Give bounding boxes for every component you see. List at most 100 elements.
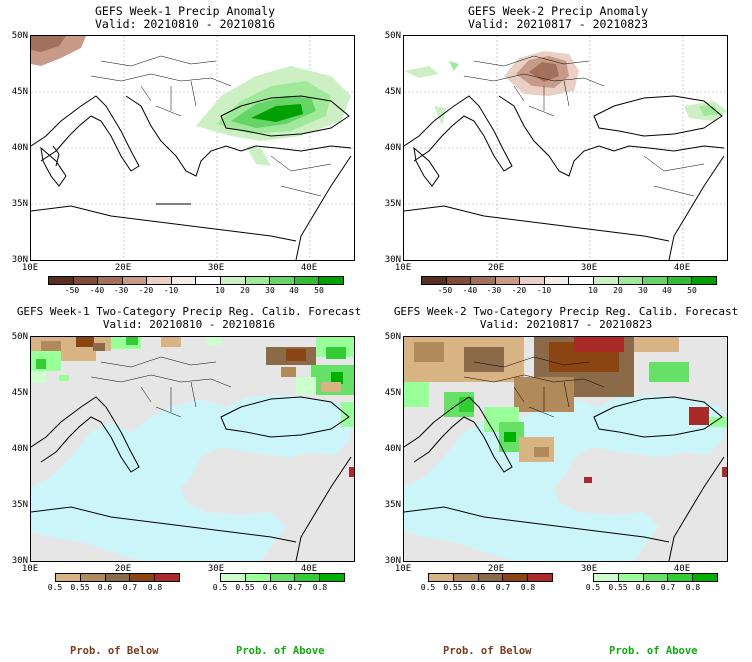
lon-label: 40E xyxy=(300,564,318,574)
colorbar-label: -30 xyxy=(113,286,129,295)
colorbar-swatch xyxy=(49,277,74,284)
lon-label: 40E xyxy=(300,263,318,273)
colorbar-label: -30 xyxy=(486,286,502,295)
colorbar-swatch xyxy=(245,574,271,581)
colorbar-label: -20 xyxy=(511,286,527,295)
lon-label: 10E xyxy=(394,263,412,273)
colorbar-label: 50 xyxy=(314,286,324,295)
lon-label: 40E xyxy=(673,263,691,273)
colorbar-label: 10 xyxy=(588,286,598,295)
lat-label: 40N xyxy=(11,143,28,153)
colorbar-swatch xyxy=(56,574,81,581)
lon-label: 10E xyxy=(21,564,39,574)
colorbar-swatch xyxy=(422,277,447,284)
colorbar-swatch xyxy=(643,574,669,581)
colorbar-label: 0.6 xyxy=(635,583,651,592)
colorbar-swatch xyxy=(429,574,454,581)
colorbar-swatch xyxy=(594,277,619,284)
lon-label: 20E xyxy=(487,564,505,574)
lat-label: 45N xyxy=(384,87,401,97)
colorbar-swatch xyxy=(495,277,521,284)
colorbar-label: 0.55 xyxy=(443,583,463,592)
colorbar-label: -50 xyxy=(437,286,453,295)
prob-below-colorbar xyxy=(428,573,553,582)
lat-label: 40N xyxy=(11,444,28,454)
lat-label: 35N xyxy=(384,199,401,209)
colorbar-label: 10 xyxy=(215,286,225,295)
colorbar-label: 0.5 xyxy=(212,583,228,592)
colorbar-label: -20 xyxy=(138,286,154,295)
lat-label: 45N xyxy=(384,388,401,398)
lat-label: 30N xyxy=(11,556,28,566)
colorbar-label: 40 xyxy=(289,286,299,295)
lat-label: 50N xyxy=(384,31,401,41)
panel-title-week1-prob: GEFS Week-1 Two-Category Precip Reg. Cal… xyxy=(16,305,362,331)
colorbar-label: 0.5 xyxy=(47,583,63,592)
colorbar-label: 0.5 xyxy=(585,583,601,592)
lon-label: 30E xyxy=(207,564,225,574)
panel-title-week2-anomaly: GEFS Week-2 Precip Anomaly Valid: 202108… xyxy=(467,4,648,31)
lon-label: 30E xyxy=(580,564,598,574)
lat-label: 30N xyxy=(384,556,401,566)
map-week1-anomaly xyxy=(30,35,355,261)
colorbar-swatch xyxy=(618,574,644,581)
colorbar-label: -40 xyxy=(89,286,105,295)
colorbar-swatch xyxy=(594,574,619,581)
colorbar-label: 0.7 xyxy=(287,583,303,592)
panel-title-week2-prob: GEFS Week-2 Two-Category Precip Reg. Cal… xyxy=(393,305,739,331)
colorbar-swatch xyxy=(221,574,246,581)
colorbar-swatch xyxy=(196,277,222,284)
colorbar-label: 20 xyxy=(613,286,623,295)
colorbar-swatch xyxy=(171,277,197,284)
colorbar-label: 0.6 xyxy=(262,583,278,592)
colorbar-label: 0.6 xyxy=(470,583,486,592)
lat-label: 50N xyxy=(11,332,28,342)
colorbar-swatch xyxy=(295,574,321,581)
colorbar-label: 0.8 xyxy=(685,583,701,592)
map-week2-prob xyxy=(403,336,728,562)
colorbar-swatch xyxy=(270,277,295,284)
colorbar-label: 0.7 xyxy=(495,583,511,592)
map-svg xyxy=(31,337,354,561)
lon-label: 10E xyxy=(394,564,412,574)
colorbar-swatch xyxy=(528,574,552,581)
anomaly-colorbar xyxy=(48,276,344,285)
lon-label: 30E xyxy=(207,263,225,273)
colorbar-swatch xyxy=(520,277,545,284)
map-week2-anomaly xyxy=(403,35,728,261)
colorbar-swatch xyxy=(319,277,343,284)
lon-label: 40E xyxy=(673,564,691,574)
lat-label: 30N xyxy=(384,255,401,265)
colorbar-swatch xyxy=(73,277,99,284)
colorbar-swatch xyxy=(643,277,668,284)
colorbar-label: 40 xyxy=(662,286,672,295)
colorbar-swatch xyxy=(478,574,504,581)
colorbar-label: 30 xyxy=(265,286,275,295)
colorbar-label: 30 xyxy=(638,286,648,295)
lat-label: 50N xyxy=(11,31,28,41)
colorbar-label: 0.8 xyxy=(312,583,328,592)
colorbar-swatch xyxy=(294,277,320,284)
map-svg xyxy=(31,36,354,260)
colorbar-swatch xyxy=(668,574,694,581)
prob-above-colorbar xyxy=(220,573,345,582)
colorbar-swatch xyxy=(693,574,717,581)
colorbar-swatch xyxy=(618,277,644,284)
lat-label: 30N xyxy=(11,255,28,265)
colorbar-label: -10 xyxy=(163,286,179,295)
colorbar-swatch xyxy=(569,277,595,284)
colorbar-swatch xyxy=(221,277,246,284)
colorbar-swatch xyxy=(122,277,148,284)
lat-label: 45N xyxy=(11,388,28,398)
prob-below-label: Prob. of Below xyxy=(70,645,159,657)
colorbar-swatch xyxy=(270,574,296,581)
colorbar-swatch xyxy=(692,277,716,284)
colorbar-label: -50 xyxy=(64,286,80,295)
colorbar-swatch xyxy=(544,277,570,284)
colorbar-swatch xyxy=(503,574,529,581)
colorbar-label: 0.55 xyxy=(70,583,90,592)
panel-title-week1-anomaly: GEFS Week-1 Precip Anomaly Valid: 202108… xyxy=(94,4,275,31)
lon-label: 20E xyxy=(487,263,505,273)
colorbar-swatch xyxy=(80,574,106,581)
colorbar-swatch xyxy=(245,277,271,284)
